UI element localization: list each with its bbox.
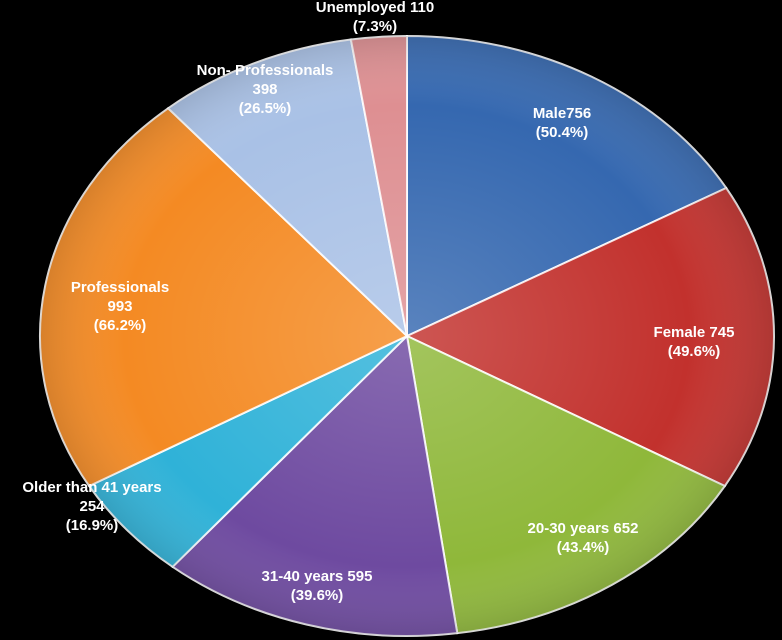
data-label-line: (50.4%) [536, 124, 589, 141]
data-label-line: (66.2%) [94, 317, 147, 334]
data-label-line: (43.4%) [557, 539, 610, 556]
data-label-line: 993 [107, 298, 132, 315]
data-label-line: (49.6%) [668, 343, 721, 360]
data-label-line: (7.3%) [353, 18, 397, 35]
pie-labels: Male756 (50.4%) Female 745 (49.6%) 20-30 yea… [22, 0, 734, 604]
data-label-female: Female 745 (49.6%) [654, 324, 735, 360]
data-label-31-40-years: 31-40 years 595 (39.6%) [262, 568, 373, 604]
data-label-line: (26.5%) [239, 100, 292, 117]
data-label-line: Non- Professionals [197, 62, 334, 79]
data-label-line: 254 [79, 498, 105, 515]
data-label-line: 31-40 years 595 [262, 568, 373, 585]
data-label-older-than-41-years: Older than 41 years 254 (16.9%) [22, 479, 161, 534]
data-label-line: Unemployed 110 [316, 0, 434, 16]
data-label-line: Older than 41 years [22, 479, 161, 496]
data-label-male: Male756 (50.4%) [533, 105, 591, 141]
data-label-line: Professionals [71, 279, 169, 296]
data-label-20-30-years: 20-30 years 652 (43.4%) [528, 520, 639, 556]
data-label-line: (16.9%) [66, 517, 119, 534]
data-label-line: 398 [252, 81, 277, 98]
data-label-unemployed: Unemployed 110 (7.3%) [316, 0, 434, 35]
data-label-professionals: Professionals 993 (66.2%) [71, 279, 169, 334]
data-label-non-professionals: Non- Professionals 398 (26.5%) [197, 62, 334, 117]
data-label-line: Female 745 [654, 324, 735, 341]
data-label-line: 20-30 years 652 [528, 520, 639, 537]
data-label-line: (39.6%) [291, 587, 344, 604]
data-label-line: Male756 [533, 105, 591, 122]
